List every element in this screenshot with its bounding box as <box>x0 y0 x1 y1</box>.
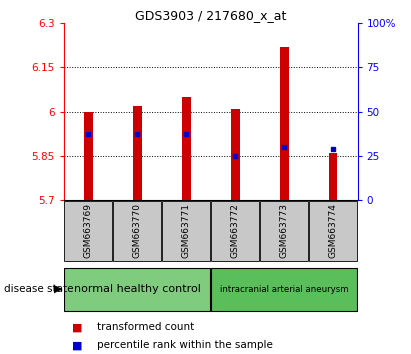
Text: GSM663771: GSM663771 <box>182 204 191 258</box>
Title: GDS3903 / 217680_x_at: GDS3903 / 217680_x_at <box>135 9 286 22</box>
Text: ■: ■ <box>72 322 83 332</box>
Bar <box>309 201 357 261</box>
Bar <box>260 201 308 261</box>
Bar <box>133 105 141 200</box>
Text: ■: ■ <box>72 340 83 350</box>
Text: GSM663773: GSM663773 <box>279 204 289 258</box>
Bar <box>211 268 357 311</box>
Text: GSM663772: GSM663772 <box>231 204 240 258</box>
Text: GSM663774: GSM663774 <box>328 204 337 258</box>
Text: transformed count: transformed count <box>97 322 194 332</box>
Bar <box>64 201 113 261</box>
Text: intracranial arterial aneurysm: intracranial arterial aneurysm <box>220 285 349 294</box>
Bar <box>329 153 337 200</box>
Text: GSM663770: GSM663770 <box>133 204 142 258</box>
Text: normal healthy control: normal healthy control <box>74 284 201 295</box>
Bar <box>211 201 259 261</box>
Bar <box>162 201 210 261</box>
Bar <box>64 268 210 311</box>
Bar <box>113 201 162 261</box>
Bar <box>231 109 240 200</box>
Bar <box>182 97 191 200</box>
Bar <box>280 47 289 200</box>
Text: GSM663769: GSM663769 <box>84 204 93 258</box>
Text: ▶: ▶ <box>54 284 63 293</box>
Text: disease state: disease state <box>4 284 74 293</box>
Text: percentile rank within the sample: percentile rank within the sample <box>97 340 272 350</box>
Bar <box>84 112 92 200</box>
